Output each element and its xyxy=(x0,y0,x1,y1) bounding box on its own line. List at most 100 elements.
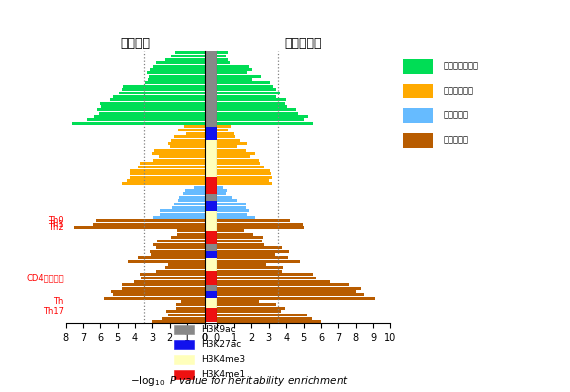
Bar xyxy=(217,236,263,239)
Bar xyxy=(205,291,217,298)
Bar xyxy=(171,236,205,239)
Bar xyxy=(217,105,287,108)
Bar xyxy=(217,199,237,202)
Bar xyxy=(166,310,205,313)
Bar xyxy=(145,82,205,84)
Bar xyxy=(151,253,205,256)
Bar xyxy=(205,298,217,308)
Bar xyxy=(217,314,307,316)
Bar xyxy=(175,51,205,54)
Bar xyxy=(403,133,433,148)
Bar xyxy=(134,280,205,283)
Bar xyxy=(154,149,205,152)
Bar xyxy=(181,300,205,303)
Bar xyxy=(123,88,205,91)
Bar xyxy=(156,270,205,273)
Title: ヨーロッパ: ヨーロッパ xyxy=(285,37,322,50)
Text: 脳領域細胞: 脳領域細胞 xyxy=(443,111,468,120)
Bar xyxy=(217,78,252,81)
Bar xyxy=(217,256,288,259)
Bar xyxy=(99,112,205,114)
Text: Th2: Th2 xyxy=(48,223,64,232)
Bar xyxy=(217,186,223,189)
Bar xyxy=(153,159,205,162)
Bar xyxy=(217,240,262,242)
Text: H3K4me1: H3K4me1 xyxy=(201,370,245,379)
Bar xyxy=(101,105,205,108)
Bar xyxy=(217,216,255,219)
Bar xyxy=(138,165,205,169)
Bar xyxy=(217,192,226,195)
Bar xyxy=(217,250,289,252)
Bar xyxy=(217,233,254,236)
Bar xyxy=(96,220,205,222)
Bar xyxy=(205,194,217,201)
Bar xyxy=(217,139,240,142)
Bar xyxy=(205,201,217,211)
Bar xyxy=(217,82,270,84)
Bar xyxy=(205,49,217,127)
Bar xyxy=(217,54,226,58)
Bar xyxy=(168,314,205,316)
Text: Th17: Th17 xyxy=(43,307,64,316)
Bar xyxy=(140,273,205,276)
Bar xyxy=(128,260,205,263)
Bar xyxy=(113,293,205,296)
Bar xyxy=(156,61,205,64)
Bar xyxy=(100,102,205,105)
Bar xyxy=(217,159,259,162)
Bar xyxy=(217,196,231,199)
Bar xyxy=(217,320,321,323)
Bar xyxy=(174,340,194,349)
Bar xyxy=(217,58,229,61)
Bar xyxy=(403,59,433,74)
Bar xyxy=(217,92,280,94)
Bar xyxy=(217,88,276,91)
Bar xyxy=(150,250,205,252)
Bar xyxy=(217,71,247,74)
Bar xyxy=(129,172,205,175)
Bar xyxy=(172,54,205,58)
Bar xyxy=(217,85,273,88)
Bar xyxy=(95,115,205,118)
Bar xyxy=(180,196,205,199)
Bar xyxy=(122,283,205,286)
Bar xyxy=(205,285,217,291)
Bar xyxy=(217,149,246,152)
Bar xyxy=(157,246,205,249)
Bar xyxy=(72,122,205,125)
Bar xyxy=(162,317,205,320)
Bar xyxy=(74,226,205,229)
Bar xyxy=(217,109,296,111)
Bar xyxy=(217,277,316,279)
Bar xyxy=(217,75,262,78)
Bar xyxy=(110,98,205,101)
Bar xyxy=(172,206,205,209)
Bar xyxy=(153,216,205,219)
Bar xyxy=(217,307,285,310)
Bar xyxy=(194,186,205,189)
Bar xyxy=(217,260,300,263)
Bar xyxy=(217,310,281,313)
Bar xyxy=(217,135,235,138)
Bar xyxy=(217,118,304,122)
Bar xyxy=(205,244,217,251)
Bar xyxy=(130,176,205,178)
Text: H3K27ac: H3K27ac xyxy=(201,340,241,349)
Bar xyxy=(217,115,308,118)
Bar xyxy=(205,258,217,271)
Bar xyxy=(174,370,194,379)
Bar xyxy=(153,65,205,67)
Bar xyxy=(217,212,247,216)
Bar xyxy=(177,229,205,232)
Bar xyxy=(140,162,205,165)
Bar xyxy=(217,209,249,212)
Bar xyxy=(178,129,205,131)
Bar xyxy=(168,263,205,266)
Text: H3K9ac: H3K9ac xyxy=(201,325,235,334)
Bar xyxy=(141,277,205,279)
Bar xyxy=(217,226,304,229)
Bar xyxy=(174,203,205,205)
Bar xyxy=(174,325,194,334)
Bar xyxy=(113,95,205,98)
